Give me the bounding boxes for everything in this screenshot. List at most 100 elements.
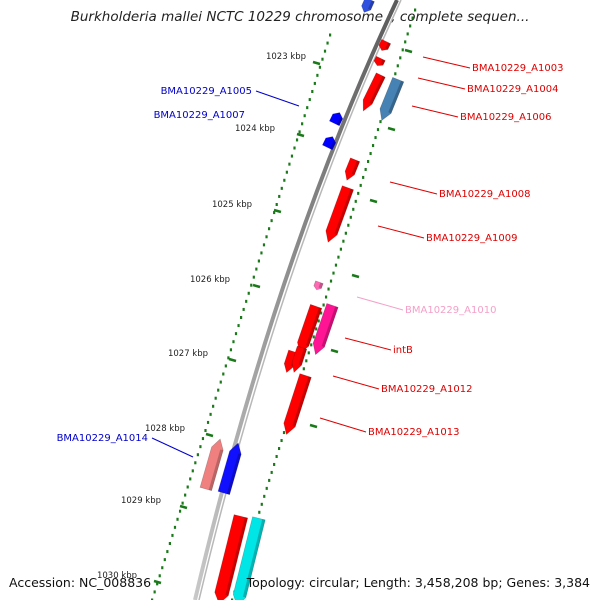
track-dot — [168, 542, 171, 545]
track-dot — [156, 582, 159, 586]
gene-leader-line — [377, 225, 425, 239]
accession-label: Accession: NC_008836 — [9, 575, 152, 590]
track-dot — [277, 447, 281, 451]
track-dot — [189, 477, 192, 481]
track-dot — [357, 191, 360, 195]
track-dot — [171, 533, 174, 537]
gene-arrow — [312, 303, 339, 356]
track-dot — [313, 81, 316, 85]
tick-label: 1030 kbp — [97, 571, 137, 581]
major-tick — [179, 504, 188, 510]
major-tick — [228, 357, 237, 363]
track-dot — [302, 367, 305, 371]
track-dot — [275, 203, 278, 206]
chromosome-backbone — [193, 0, 399, 600]
track-dot — [327, 287, 330, 291]
backbone-shadow — [198, 0, 402, 600]
track-dot — [303, 114, 306, 118]
tick-label: 1028 kbp — [145, 424, 185, 434]
track-dot — [242, 307, 245, 311]
gene-label: BMA10229_A1003 — [472, 63, 563, 74]
gene-body — [291, 345, 308, 373]
gene-shade — [318, 282, 324, 289]
track-dot — [323, 49, 327, 53]
gene-label: BMA10229_A1004 — [467, 84, 558, 95]
minus-track-dots — [151, 33, 332, 600]
plus-tick — [351, 273, 360, 279]
gene-arrow — [283, 373, 312, 436]
track-dot — [317, 319, 320, 323]
track-dot — [293, 146, 296, 150]
track-dot — [399, 56, 402, 60]
track-dot — [321, 57, 324, 61]
track-dot — [362, 175, 365, 179]
gene-leader-line — [389, 181, 438, 195]
track-dot — [332, 271, 335, 275]
track-dot — [329, 279, 333, 283]
plus-tick — [387, 126, 396, 132]
gene-leader-line — [417, 77, 466, 90]
gene-shade — [226, 453, 242, 495]
gene-arrow-small — [373, 55, 386, 66]
track-dot — [217, 388, 220, 392]
gene-shade — [208, 449, 224, 491]
gene-shade — [369, 75, 386, 105]
track-dot — [260, 502, 263, 506]
track-dot — [231, 598, 234, 600]
track-dot — [352, 207, 355, 211]
track-dot — [320, 311, 323, 315]
tick-label: 1024 kbp — [235, 124, 275, 134]
track-dot — [166, 550, 169, 554]
track-dot — [326, 41, 329, 45]
gene-label: BMA10229_A1009 — [426, 233, 517, 244]
plus-tick — [309, 423, 318, 429]
track-dot — [283, 178, 286, 182]
track-dot — [270, 219, 273, 223]
major-tick — [252, 283, 261, 289]
gene-label: BMA10229_A1013 — [368, 427, 459, 438]
track-dot — [334, 263, 338, 267]
track-dot — [263, 494, 266, 498]
track-dot — [349, 215, 352, 219]
tick-label: 1027 kbp — [168, 349, 208, 359]
track-dot — [158, 574, 161, 578]
gene-shade — [242, 519, 266, 598]
gene-label: BMA10229_A1014 — [57, 433, 148, 444]
track-dot — [379, 120, 382, 124]
gene-shade — [298, 348, 307, 366]
track-dot — [257, 259, 260, 263]
gene-leader-line — [422, 56, 471, 69]
gene-label: BMA10229_A1007 — [154, 110, 245, 121]
track-dot — [262, 243, 266, 247]
gene-label: BMA10229_A1012 — [381, 384, 472, 395]
track-dot — [301, 122, 304, 126]
track-dot — [342, 239, 345, 243]
track-dot — [229, 348, 233, 352]
gene-shade — [334, 188, 354, 235]
track-dot — [359, 183, 362, 187]
track-dot — [153, 590, 156, 594]
gene-label: BMA10229_A1008 — [439, 189, 530, 200]
track-dot — [344, 231, 347, 235]
track-dot — [232, 340, 235, 344]
track-dot — [191, 469, 194, 473]
gene-arrow — [378, 38, 392, 51]
track-dot — [318, 65, 322, 69]
track-dot — [273, 211, 276, 215]
track-dot — [285, 170, 288, 174]
track-dot — [260, 251, 263, 255]
gene-label: BMA10229_A1005 — [161, 86, 252, 97]
gene-shade — [305, 307, 322, 347]
major-tick — [312, 60, 321, 66]
track-dot — [206, 420, 210, 424]
plus-tick — [369, 198, 378, 204]
track-dot — [364, 167, 367, 171]
track-dot — [374, 136, 377, 140]
track-dot — [339, 247, 343, 251]
gene-leader-line — [356, 296, 404, 311]
tick-label: 1023 kbp — [266, 52, 306, 62]
track-dot — [411, 16, 414, 20]
track-dot — [275, 454, 278, 458]
track-dot — [396, 64, 399, 68]
